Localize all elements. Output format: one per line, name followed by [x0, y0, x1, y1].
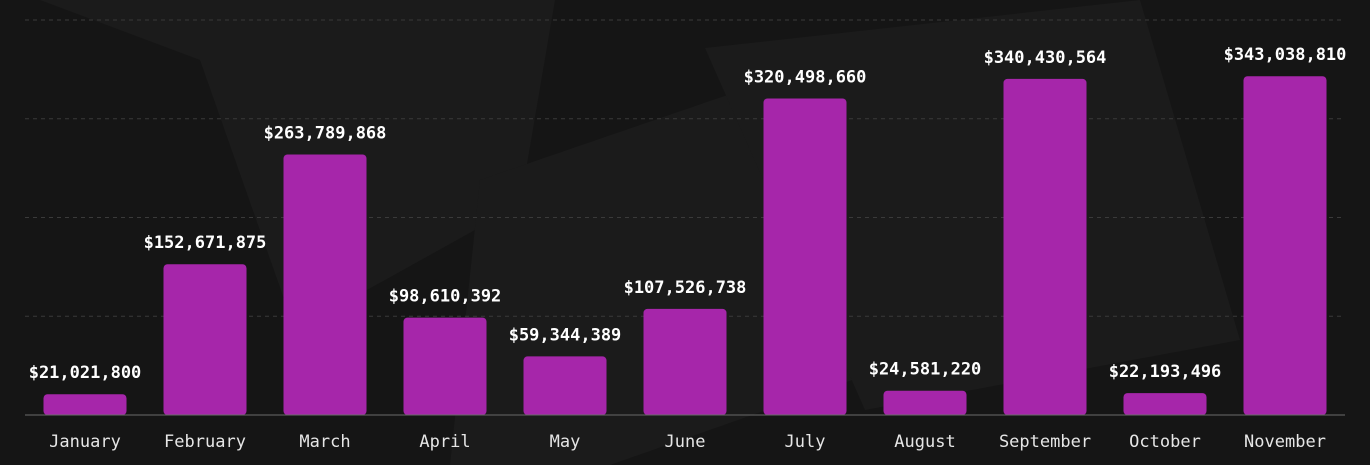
value-label-june: $107,526,738 — [624, 278, 747, 298]
bar-may[interactable] — [523, 356, 607, 415]
x-tick-label-january: January — [49, 432, 121, 452]
x-tick-label-april: April — [419, 432, 470, 452]
value-label-january: $21,021,800 — [29, 363, 142, 383]
bar-february[interactable] — [163, 264, 247, 415]
x-axis-tick-labels: January February March April May June July Augu… — [49, 432, 1326, 452]
x-tick-label-june: June — [665, 432, 706, 452]
bar-march[interactable] — [283, 154, 367, 415]
value-label-september: $340,430,564 — [984, 48, 1107, 68]
value-label-february: $152,671,875 — [144, 233, 267, 253]
x-tick-label-september: September — [999, 432, 1091, 452]
x-tick-label-february: February — [164, 432, 246, 452]
bar-september[interactable] — [1003, 78, 1087, 415]
x-tick-label-may: May — [550, 432, 581, 452]
value-label-march: $263,789,868 — [264, 124, 387, 144]
x-tick-label-march: March — [299, 432, 350, 452]
value-label-august: $24,581,220 — [869, 360, 982, 380]
value-label-november: $343,038,810 — [1224, 45, 1347, 65]
bar-october[interactable] — [1123, 393, 1207, 415]
value-labels: $21,021,800 $152,671,875 $263,789,868 $98,6… — [29, 45, 1347, 383]
value-label-october: $22,193,496 — [1109, 362, 1222, 382]
x-tick-label-july: July — [785, 432, 826, 452]
x-tick-label-november: November — [1244, 432, 1326, 452]
bar-august[interactable] — [883, 390, 967, 415]
bar-january[interactable] — [43, 394, 127, 415]
bar-july[interactable] — [763, 98, 847, 416]
x-tick-label-october: October — [1129, 432, 1201, 452]
bar-april[interactable] — [403, 317, 487, 415]
bar-november[interactable] — [1243, 76, 1327, 415]
value-label-may: $59,344,389 — [509, 325, 622, 345]
bar-june[interactable] — [643, 308, 727, 415]
x-tick-label-august: August — [894, 432, 955, 452]
bars — [43, 76, 1327, 416]
value-label-april: $98,610,392 — [389, 287, 502, 307]
value-label-july: $320,498,660 — [744, 68, 867, 88]
